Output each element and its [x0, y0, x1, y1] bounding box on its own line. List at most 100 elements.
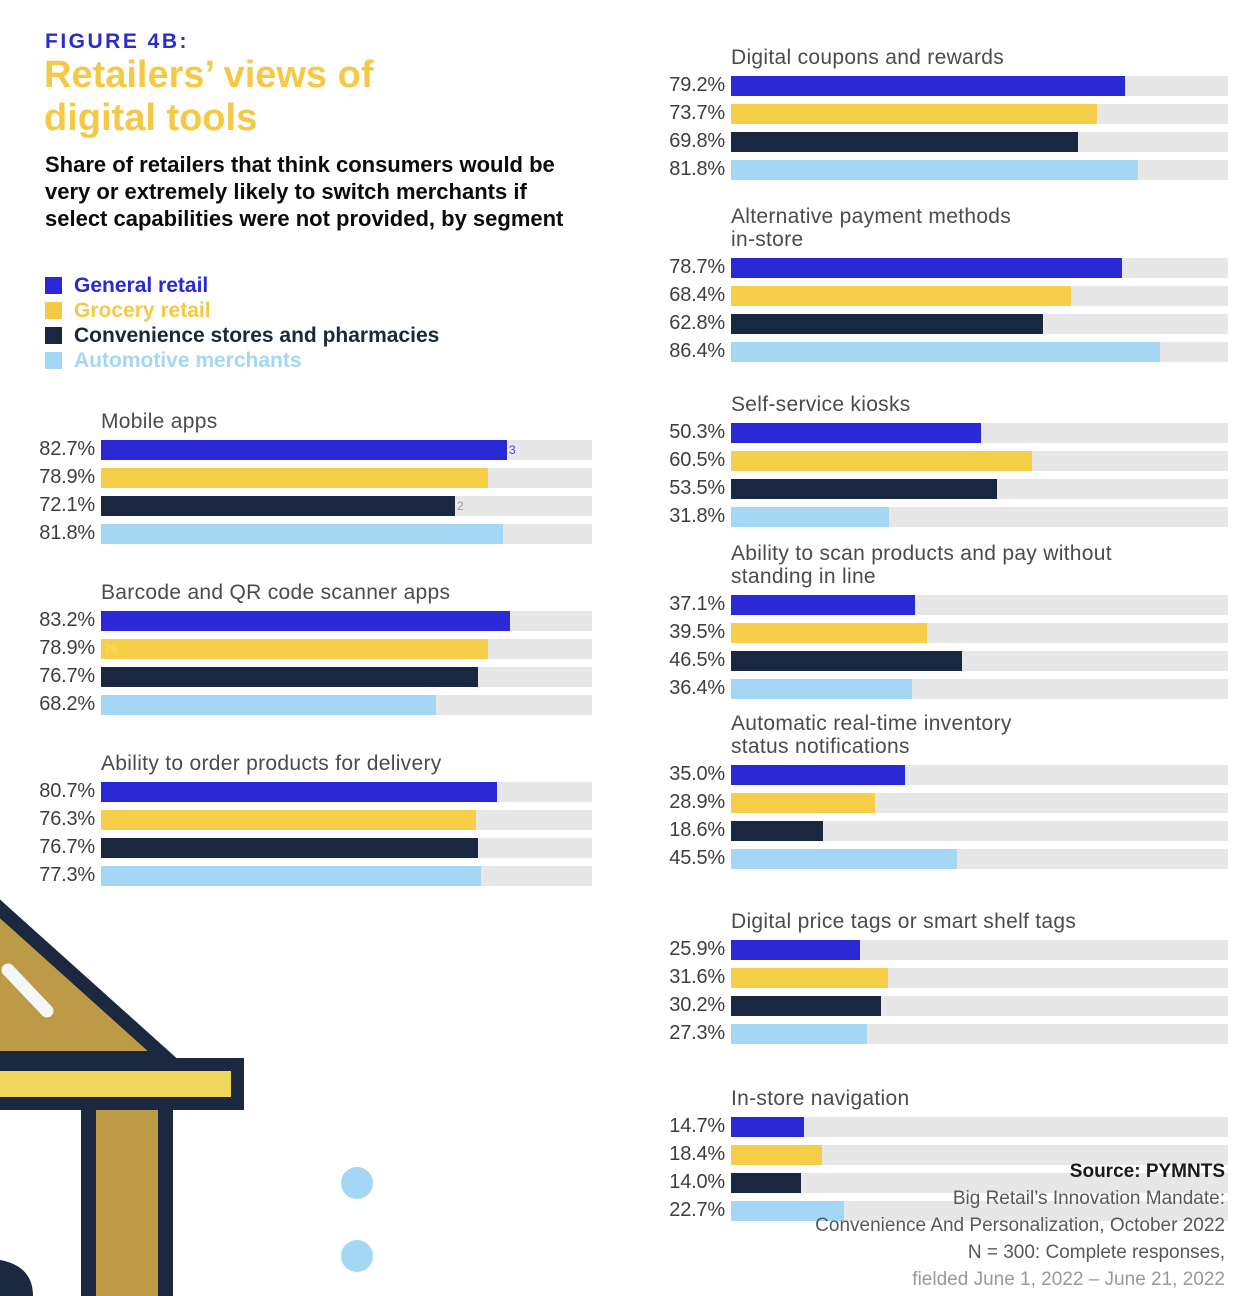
bar-row: 69.8% — [655, 130, 1228, 153]
decorative-dot — [341, 1240, 373, 1272]
chart-group: Alternative payment methods in-store 78.7… — [655, 205, 1228, 363]
bar-row: 83.2% — [25, 609, 592, 632]
source-fielded: fielded June 1, 2022 – June 21, 2022 — [912, 1269, 1225, 1290]
bar-track — [731, 967, 1228, 988]
bar-fill — [731, 422, 981, 443]
gavel-crossbar — [0, 1058, 244, 1110]
bar-fill — [731, 341, 1161, 362]
bar-fill — [731, 159, 1138, 180]
bar-row: 31.8% — [655, 505, 1228, 528]
bar-track — [101, 865, 592, 886]
bar-track — [731, 764, 1228, 785]
bar-track: 3 — [101, 439, 592, 460]
value-label: 81.8% — [39, 522, 95, 544]
bar-artifact-label: 79 — [104, 641, 118, 656]
value-label: 14.7% — [669, 1115, 725, 1137]
bar-fill — [731, 995, 882, 1016]
value-label: 31.6% — [669, 966, 725, 988]
bar-row: 77.3% — [25, 864, 592, 887]
bar-track: 2 — [101, 495, 592, 516]
decorative-gavel-illustration — [0, 899, 373, 1296]
bar-row: 73.7% — [655, 102, 1228, 125]
value-label: 53.5% — [669, 477, 725, 499]
source-block: Source: PYMNTS Big Retail’s Innovation M… — [665, 1158, 1225, 1293]
bar-track — [101, 694, 592, 715]
value-label: 31.8% — [669, 505, 725, 527]
chart-title: Self-service kiosks — [731, 393, 911, 416]
chart-title: Automatic real-time inventory status not… — [731, 712, 1012, 758]
chart-title: Ability to order products for delivery — [101, 752, 442, 775]
bar-track — [731, 1200, 1228, 1221]
source-line: N = 300: Complete responses, — [967, 1242, 1225, 1263]
value-label: 78.9% — [39, 466, 95, 488]
chart-title: Alternative payment methods in-store — [731, 205, 1012, 251]
bar-fill — [731, 75, 1125, 96]
bar-track — [731, 285, 1228, 306]
bar-row: 62.8% — [655, 312, 1228, 335]
bar-fill — [731, 848, 958, 869]
value-label: 81.8% — [669, 158, 725, 180]
bar-fill — [731, 131, 1078, 152]
bar-fill — [731, 1116, 805, 1137]
chart-title: Mobile apps — [101, 410, 218, 433]
value-label: 22.7% — [669, 1199, 725, 1221]
bar-fill — [731, 939, 860, 960]
chart-title: Digital price tags or smart shelf tags — [731, 910, 1077, 933]
chart-group: Self-service kiosks 50.3% 60.5% 53.5% 31.8% — [655, 393, 1228, 528]
bar-row: 68.4% — [655, 284, 1228, 307]
bar-row: 78.9% 79 — [25, 637, 592, 660]
value-label: 72.1% — [39, 494, 95, 516]
value-label: 78.9% — [39, 637, 95, 659]
chart-title: In-store navigation — [731, 1087, 910, 1110]
source-line: Convenience And Personalization, October… — [815, 1215, 1225, 1236]
bar-fill — [731, 792, 875, 813]
bar-fill — [101, 495, 455, 516]
value-label: 79.2% — [669, 74, 725, 96]
bar-fill — [731, 1200, 844, 1221]
bar-track — [731, 792, 1228, 813]
bar-fill — [101, 638, 489, 659]
bar-fill — [731, 478, 997, 499]
bar-row: 28.9% — [655, 791, 1228, 814]
bar-track: 79 — [101, 638, 592, 659]
value-label: 14.0% — [669, 1171, 725, 1193]
charts-column-right: Digital coupons and rewards 79.2% 73.7% 69.… — [655, 46, 1228, 1222]
chart-title: Digital coupons and rewards — [731, 46, 1005, 69]
bar-fill — [731, 285, 1071, 306]
bar-row: 82.7% 3 — [25, 438, 592, 461]
bar-track — [731, 422, 1228, 443]
value-label: 68.4% — [669, 284, 725, 306]
value-label: 73.7% — [669, 102, 725, 124]
value-label: 76.7% — [39, 836, 95, 858]
bar-row: 18.4% — [655, 1143, 1228, 1166]
bar-row: 50.3% — [655, 421, 1228, 444]
bar-fill — [731, 820, 824, 841]
bar-row: 37.1% — [655, 593, 1228, 616]
bar-track — [731, 1144, 1228, 1165]
charts-column-left: Mobile apps 82.7% 3 78.9% 72.1% 2 81.8% Barcode… — [25, 410, 592, 887]
legend-swatch — [45, 327, 62, 344]
value-label: 25.9% — [669, 938, 725, 960]
gavel-head — [0, 899, 185, 1065]
chart-group: Ability to scan products and pay without… — [655, 542, 1228, 700]
bar-fill — [731, 678, 912, 699]
bar-row: 45.5% — [655, 847, 1228, 870]
bar-row: 76.3% — [25, 808, 592, 831]
legend-item-general-retail: General retail — [45, 275, 439, 296]
bar-row: 53.5% — [655, 477, 1228, 500]
source-label: Source: PYMNTS — [1069, 1161, 1225, 1182]
value-label: 62.8% — [669, 312, 725, 334]
corner-curve-shape — [0, 1260, 33, 1296]
bar-track — [731, 257, 1228, 278]
bar-fill — [731, 594, 916, 615]
bar-fill — [101, 523, 503, 544]
bar-track — [731, 75, 1228, 96]
subtitle: Share of retailers that think consumers … — [45, 152, 564, 231]
chart-group: Ability to order products for delivery 80… — [25, 752, 592, 887]
bar-track — [731, 1172, 1228, 1193]
page-title: Retailers’ views of digital tools — [44, 54, 374, 139]
bar-row: 76.7% — [25, 665, 592, 688]
chart-group: Mobile apps 82.7% 3 78.9% 72.1% 2 81.8% — [25, 410, 592, 545]
gavel-head-highlight — [1, 963, 54, 1018]
bar-fill — [101, 837, 478, 858]
